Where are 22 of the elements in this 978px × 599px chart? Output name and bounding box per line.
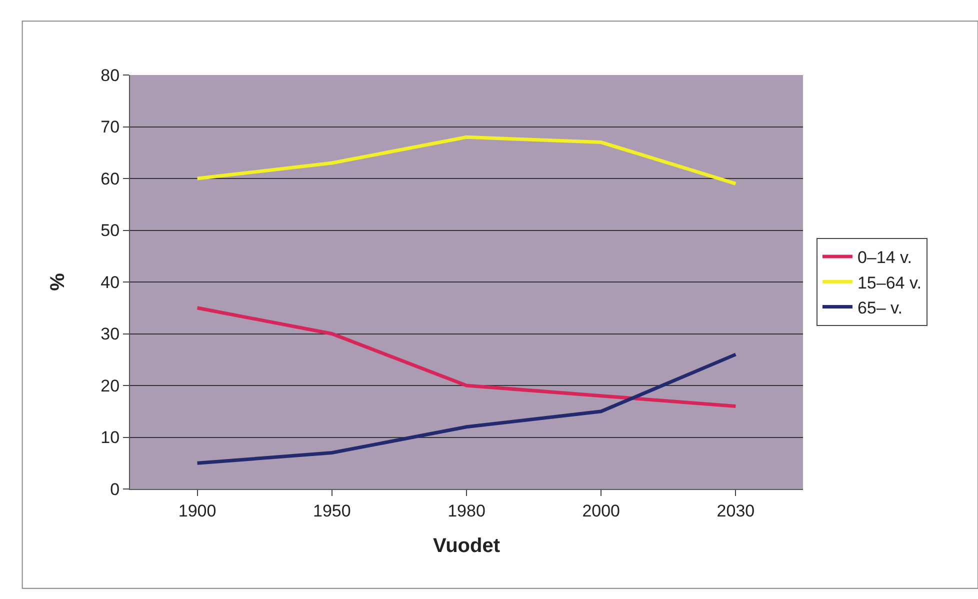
y-tick-label: 70 — [100, 118, 120, 137]
y-tick-label: 10 — [100, 428, 120, 448]
y-tick-label: 40 — [100, 272, 120, 292]
x-tick-label: 1900 — [178, 501, 216, 520]
line-series — [196, 306, 738, 408]
y-tick-label: 50 — [100, 221, 120, 240]
x-axis-title: Vuodet — [432, 534, 500, 557]
y-tick-label: 80 — [100, 66, 120, 85]
legend-label: 65– v. — [857, 298, 903, 318]
x-tick-label: 2000 — [582, 501, 620, 520]
x-tick-label: 2030 — [716, 501, 755, 520]
y-tick-label: 0 — [110, 480, 120, 499]
y-axis-title: % — [47, 272, 70, 291]
x-tick-label: 1980 — [448, 501, 486, 520]
legend-label: 15–64 v. — [857, 273, 922, 292]
y-tick-label: 20 — [100, 376, 120, 396]
line-series — [196, 352, 738, 465]
line-series — [196, 135, 738, 186]
legend-label: 0–14 v. — [857, 248, 912, 268]
x-tick-label: 1950 — [312, 501, 351, 520]
y-tick-label: 30 — [100, 324, 120, 344]
y-tick-label: 60 — [100, 169, 120, 188]
